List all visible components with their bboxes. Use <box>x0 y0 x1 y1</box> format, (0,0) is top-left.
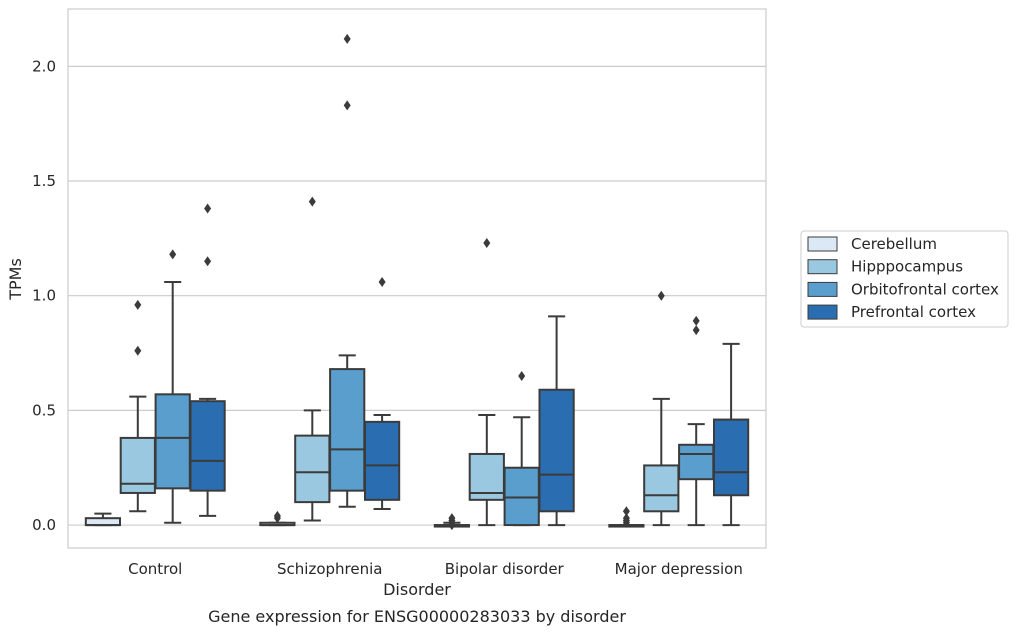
outlier-point <box>343 100 351 111</box>
box-iqr <box>712 418 750 497</box>
outlier-point <box>622 513 630 524</box>
x-tick-label: Major depression <box>615 560 743 578</box>
box-iqr <box>503 466 540 527</box>
box-orbitofrontal-cortex <box>503 370 540 527</box>
x-axis-title: Disorder <box>383 580 451 599</box>
outlier-point <box>134 345 142 356</box>
outlier-point <box>483 237 491 248</box>
box-prefrontal-cortex <box>538 315 575 527</box>
box-prefrontal-cortex <box>189 203 226 517</box>
box-orbitofrontal-cortex <box>329 33 366 508</box>
legend-label: Orbitofrontal cortex <box>851 280 999 298</box>
legend: Cerebellum Hipppocampus Orbitofrontal cort… <box>800 230 1009 328</box>
y-tick-labels: 0.0 0.5 1.0 1.5 2.0 <box>32 57 56 534</box>
box-cerebellum <box>84 512 122 527</box>
outlier-point <box>343 33 351 44</box>
legend-swatch <box>807 236 838 252</box>
legend-frame <box>800 230 1009 328</box>
legend-swatch <box>807 304 838 320</box>
legend-label: Cerebellum <box>851 235 937 253</box>
box-prefrontal-cortex <box>712 342 750 527</box>
outlier-point <box>134 299 142 310</box>
box-cerebellum <box>259 510 296 527</box>
legend-swatch <box>807 259 838 275</box>
box-groups <box>84 33 750 531</box>
box-iqr <box>294 434 331 504</box>
legend-label: Hipppocampus <box>851 258 963 276</box>
box-iqr <box>643 464 680 513</box>
box-cerebellum <box>433 513 471 531</box>
box-prefrontal-cortex <box>363 276 401 511</box>
box-hipppocampus <box>468 237 505 527</box>
outlier-point <box>657 290 665 301</box>
outlier-point <box>273 510 281 521</box>
x-tick-label: Bipolar disorder <box>445 560 565 578</box>
box-iqr <box>538 388 575 513</box>
box-iqr <box>189 400 226 492</box>
y-tick-label: 0.0 <box>32 516 56 534</box>
y-tick-label: 1.0 <box>32 287 56 305</box>
box-iqr <box>329 368 366 492</box>
legend-label: Prefrontal cortex <box>851 303 976 321</box>
box-orbitofrontal-cortex <box>678 315 715 527</box>
outlier-point <box>622 506 630 517</box>
box-hipppocampus <box>294 196 331 522</box>
x-tick-labels: Control Schizophrenia Bipolar disorder Majo… <box>128 560 743 578</box>
outlier-point <box>518 370 526 381</box>
y-tick-label: 1.5 <box>32 172 56 190</box>
box-iqr <box>154 393 191 490</box>
y-tick-label: 2.0 <box>32 57 56 75</box>
box-cerebellum <box>608 506 645 528</box>
box-iqr <box>84 517 122 527</box>
y-axis-title: TPMs <box>6 258 25 301</box>
plot-frame <box>67 8 767 549</box>
legend-swatch <box>807 281 838 297</box>
outlier-point <box>692 315 700 326</box>
box-hipppocampus <box>643 290 680 527</box>
box-hipppocampus <box>119 299 156 513</box>
y-tick-label: 0.5 <box>32 401 56 419</box>
x-tick-label: Schizophrenia <box>277 560 382 578</box>
outlier-point <box>448 513 456 524</box>
figure-caption: Gene expression for ENSG00000283033 by d… <box>208 607 626 626</box>
x-tick-label: Control <box>128 560 182 578</box>
box-orbitofrontal-cortex <box>154 249 191 524</box>
box-iqr <box>678 443 715 481</box>
outlier-point <box>204 256 212 267</box>
box-iqr <box>363 420 401 501</box>
outlier-point <box>692 325 700 336</box>
outlier-point <box>308 196 316 207</box>
outlier-point <box>169 249 177 260</box>
outlier-point <box>204 203 212 214</box>
outlier-point <box>378 276 386 287</box>
